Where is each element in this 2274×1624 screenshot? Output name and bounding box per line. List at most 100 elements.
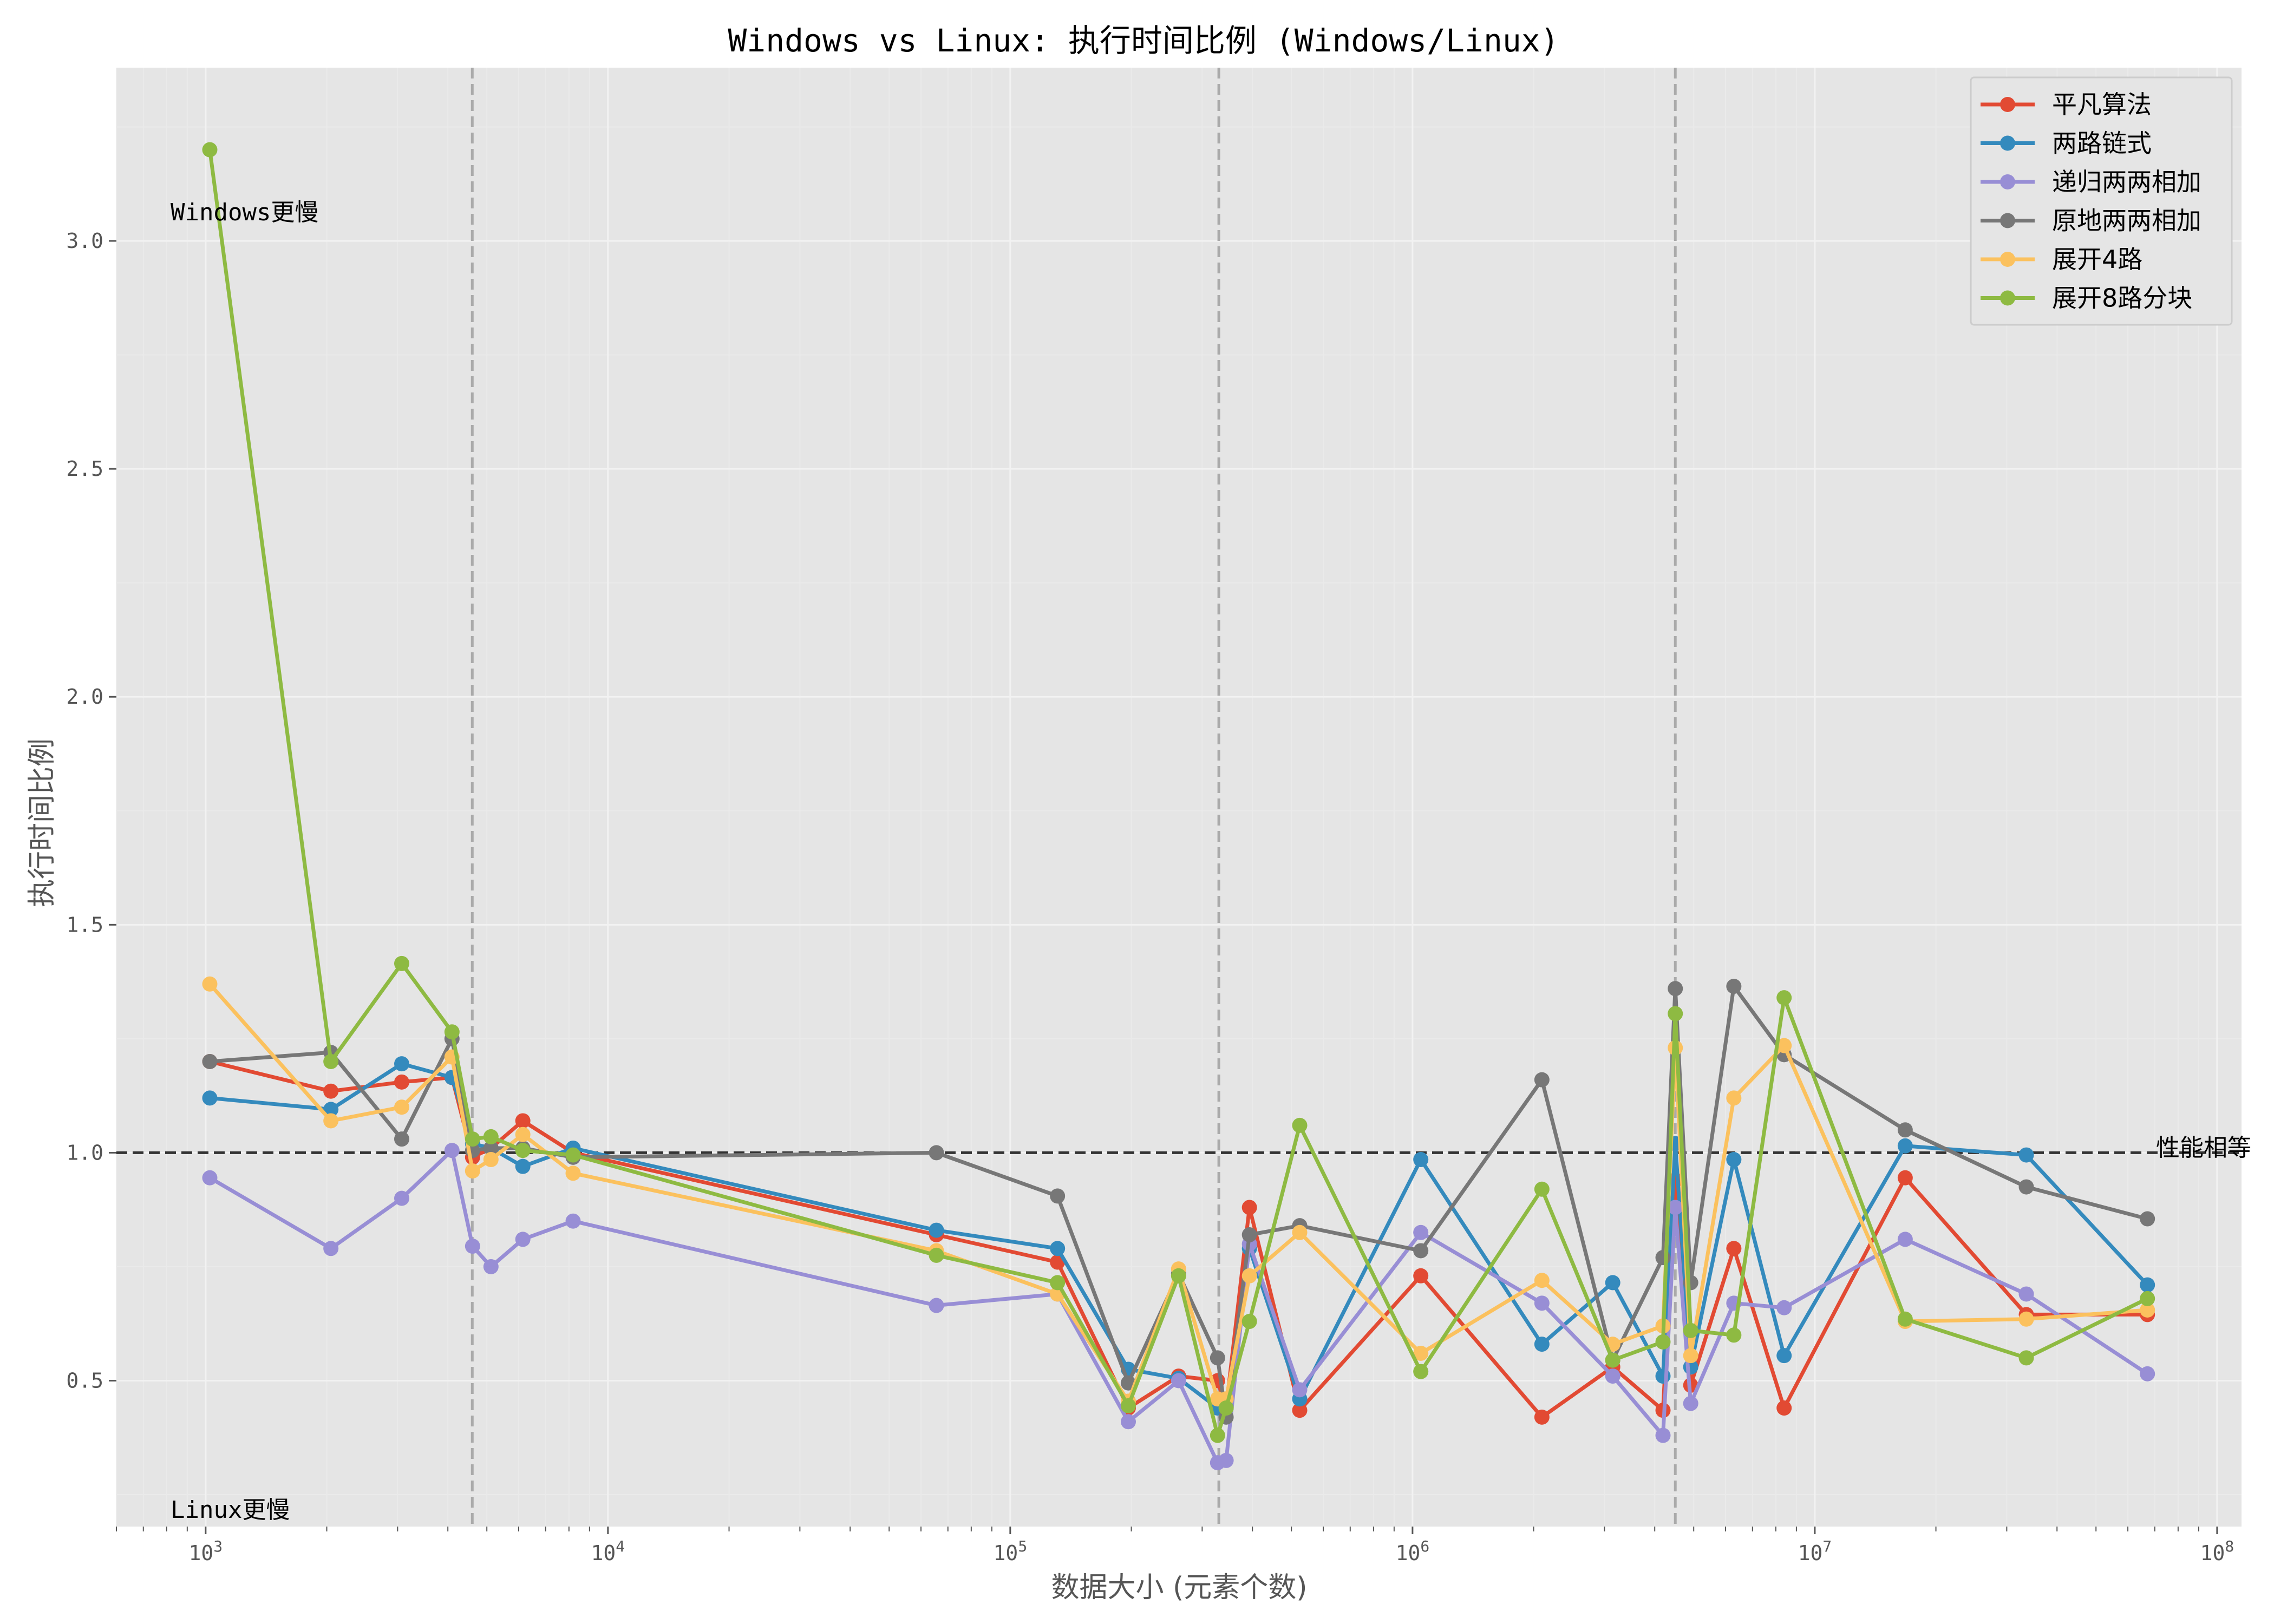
data-point	[1605, 1368, 1620, 1384]
data-point	[323, 1083, 339, 1099]
y-tick-label: 1.0	[66, 1141, 103, 1164]
data-point	[1292, 1117, 1308, 1133]
data-point	[929, 1222, 944, 1238]
data-point	[202, 142, 218, 158]
data-point	[2140, 1291, 2155, 1306]
data-point	[515, 1158, 531, 1174]
data-point	[1534, 1273, 1550, 1288]
data-point	[1683, 1322, 1698, 1338]
data-point	[1668, 1200, 1683, 1215]
data-point	[323, 1241, 339, 1256]
data-point	[465, 1239, 480, 1254]
data-point	[1050, 1188, 1066, 1204]
data-point	[483, 1152, 499, 1168]
data-point	[515, 1113, 531, 1129]
data-point	[323, 1102, 339, 1117]
data-point	[1218, 1400, 1234, 1416]
data-point	[444, 1143, 460, 1158]
legend-item: 平凡算法	[1981, 90, 2152, 119]
legend-label: 展开8路分块	[2052, 284, 2192, 313]
data-point	[1655, 1250, 1671, 1266]
x-tick-label: 107	[1798, 1537, 1832, 1565]
data-point	[483, 1140, 499, 1156]
series-layer	[202, 142, 2155, 1471]
minor-grid	[116, 68, 2242, 1527]
data-point	[1171, 1373, 1186, 1389]
series-5	[202, 976, 2155, 1409]
windows-slower-annotation: Windows更慢	[171, 199, 318, 226]
data-point	[1726, 1090, 1742, 1106]
data-point	[1897, 1232, 1913, 1247]
data-point	[1776, 1348, 1792, 1364]
data-point	[1683, 1396, 1698, 1411]
y-tick-label: 3.0	[66, 229, 103, 253]
data-point	[1218, 1452, 1234, 1468]
data-point	[1655, 1427, 1671, 1443]
data-point	[1210, 1350, 1225, 1366]
data-point	[1050, 1275, 1066, 1291]
data-point	[1897, 1122, 1913, 1138]
data-point	[1413, 1224, 1429, 1240]
data-point	[565, 1165, 581, 1181]
y-tick-label: 0.5	[66, 1369, 103, 1393]
legend-swatch-marker	[2000, 213, 2015, 228]
data-point	[2140, 1366, 2155, 1381]
data-point	[1292, 1403, 1308, 1418]
data-point	[1534, 1295, 1550, 1311]
legend-label: 原地两两相加	[2052, 206, 2201, 235]
data-point	[1534, 1337, 1550, 1352]
data-point	[2018, 1286, 2034, 1302]
data-point	[1605, 1275, 1620, 1291]
data-point	[1655, 1334, 1671, 1350]
data-point	[2140, 1302, 2155, 1318]
data-point	[1726, 1327, 1742, 1343]
series-3	[202, 1143, 2155, 1471]
y-tick-label: 2.5	[66, 457, 103, 481]
data-point	[1726, 979, 1742, 994]
data-point	[1241, 1200, 1257, 1215]
data-point	[1534, 1409, 1550, 1425]
data-point	[1413, 1364, 1429, 1379]
data-point	[1292, 1382, 1308, 1398]
data-point	[394, 1190, 409, 1206]
data-point	[1726, 1152, 1742, 1168]
legend-item: 展开4路	[1981, 245, 2142, 274]
data-point	[929, 1145, 944, 1161]
data-point	[394, 1074, 409, 1090]
data-point	[1050, 1241, 1066, 1256]
chart-title: Windows vs Linux: 执行时间比例 (Windows/Linux)	[728, 22, 1559, 59]
data-point	[1605, 1352, 1620, 1368]
data-point	[1413, 1268, 1429, 1284]
data-point	[1121, 1414, 1136, 1430]
data-point	[1292, 1224, 1308, 1240]
y-tick-label: 1.5	[66, 913, 103, 937]
data-point	[515, 1232, 531, 1247]
legend-item: 递归两两相加	[1981, 167, 2201, 197]
data-point	[2018, 1311, 2034, 1327]
data-point	[1683, 1348, 1698, 1364]
data-point	[929, 1247, 944, 1263]
data-point	[1897, 1138, 1913, 1154]
legend-swatch-marker	[2000, 252, 2015, 267]
data-point	[515, 1127, 531, 1142]
legend-swatch-marker	[2000, 174, 2015, 189]
data-point	[515, 1143, 531, 1158]
data-point	[394, 1056, 409, 1072]
data-point	[1171, 1268, 1186, 1284]
y-axis-label: 执行时间比例	[26, 738, 58, 907]
data-point	[202, 976, 218, 992]
x-tick-label: 104	[591, 1537, 625, 1565]
data-point	[323, 1053, 339, 1069]
legend-label: 递归两两相加	[2052, 167, 2201, 197]
data-point	[1241, 1227, 1257, 1242]
legend-swatch-marker	[2000, 135, 2015, 151]
data-point	[2140, 1277, 2155, 1293]
data-point	[1668, 981, 1683, 997]
data-point	[2018, 1350, 2034, 1366]
x-tick-label: 108	[2200, 1537, 2234, 1565]
data-point	[323, 1113, 339, 1129]
legend-label: 两路链式	[2052, 129, 2152, 158]
data-point	[202, 1090, 218, 1106]
